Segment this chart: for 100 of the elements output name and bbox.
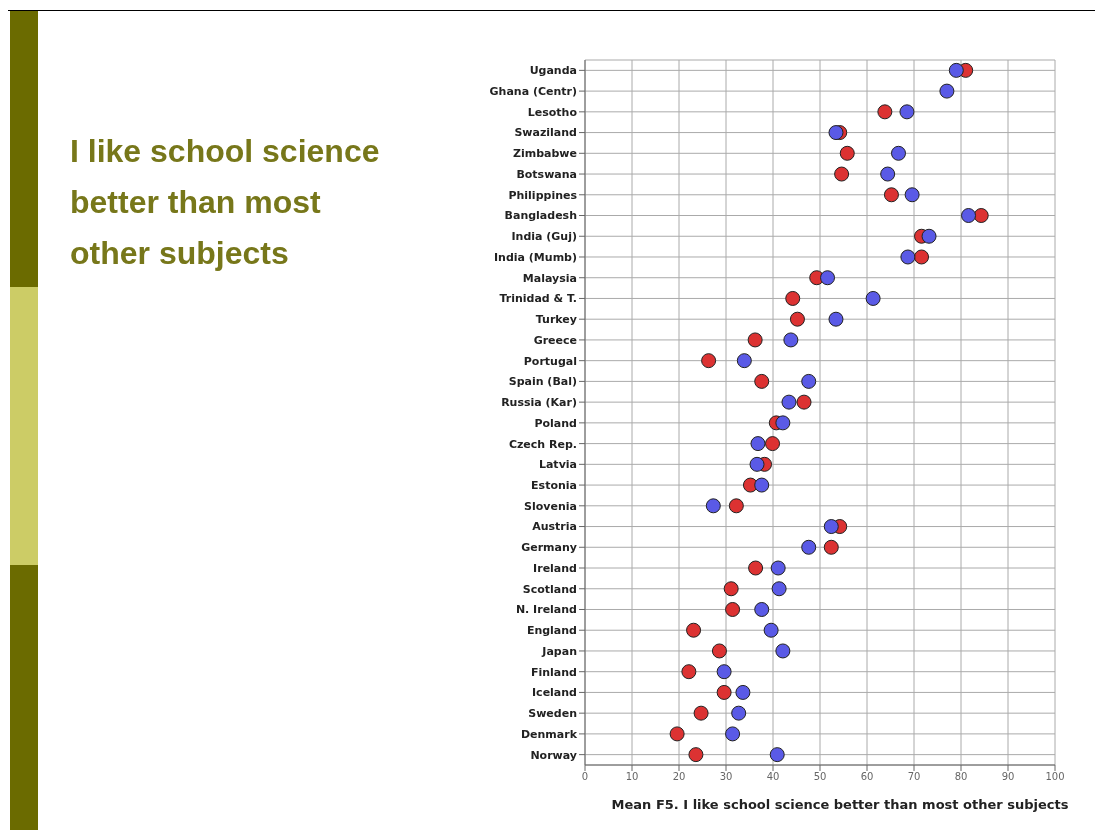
x-tick-label: 0 [581,771,589,783]
point [731,705,747,721]
point [701,353,717,369]
y-tick-label: Malaysia [522,271,577,285]
x-tick-label: 60 [860,771,874,783]
x-tick-label: 70 [907,771,921,783]
point [973,208,989,224]
point [877,104,893,120]
point [921,228,937,244]
point [775,643,791,659]
x-axis-title: Mean F5. I like school science better than most other subjects [610,797,1070,812]
point [883,187,899,203]
y-tick-label: Spain (Bal) [508,375,577,389]
point [693,705,709,721]
y-tick-label: Philippines [508,188,578,202]
x-tick-label: 90 [1001,771,1015,783]
point [880,166,896,182]
x-tick-label: 100 [1045,771,1065,783]
point [725,726,741,742]
point [828,311,844,327]
point [781,394,797,410]
y-tick-label: Norway [530,748,577,762]
point [750,436,766,452]
y-tick-label: Greece [533,333,577,347]
point [914,249,930,265]
y-tick-label: Botswana [516,167,577,181]
y-tick-label: Slovenia [524,499,577,513]
point [801,539,817,555]
point [839,145,855,161]
point [769,747,785,763]
point [801,373,817,389]
y-tick-label: Swaziland [514,126,577,140]
point [688,747,704,763]
y-tick-label: Uganda [529,64,577,78]
point [900,249,916,265]
point [728,498,744,514]
point [785,290,801,306]
y-tick-label: Sweden [528,707,577,721]
point [823,519,839,535]
point [775,415,791,431]
y-tick-label: Lesotho [527,105,578,119]
point [705,498,721,514]
point [820,270,836,286]
y-tick-label: Germany [521,541,577,555]
point [723,581,739,597]
point [763,622,779,638]
point [669,726,685,742]
point [765,436,781,452]
point [747,332,763,348]
y-tick-label: Ireland [533,561,577,575]
y-tick-label: Turkey [535,313,577,327]
point [749,456,765,472]
y-tick-label: Japan [541,644,577,658]
point [686,622,702,638]
y-tick-label: Portugal [523,354,577,368]
x-tick-label: 40 [766,771,780,783]
y-tick-label: Russia (Kar) [501,396,577,410]
point [771,581,787,597]
y-tick-label: Austria [532,520,577,534]
y-tick-label: Ghana (Centr) [489,85,577,99]
point [899,104,915,120]
y-tick-label: Latvia [538,458,577,472]
y-tick-label: Zimbabwe [512,147,577,161]
x-tick-label: 50 [813,771,827,783]
y-tick-label: England [526,624,577,638]
y-tick-label: Iceland [532,686,577,700]
y-tick-label: Denmark [520,727,578,741]
y-tick-label: N. Ireland [515,603,577,617]
point [939,83,955,99]
y-tick-label: Czech Rep. [508,437,577,451]
point [754,477,770,493]
point [904,187,920,203]
point [789,311,805,327]
point [865,290,881,306]
point [783,332,799,348]
point [823,539,839,555]
y-tick-label: Finland [530,665,577,679]
y-tick-label: Trinidad & T. [499,292,577,306]
point [725,601,741,617]
x-tick-label: 80 [954,771,968,783]
point [748,560,764,576]
y-tick-label: Estonia [531,478,577,492]
point [834,166,850,182]
point [754,601,770,617]
point [961,208,977,224]
y-tick-label: Scotland [522,582,577,596]
y-tick-label: India (Mumb) [494,250,577,264]
point [735,684,751,700]
x-tick-label: 30 [719,771,733,783]
point [828,125,844,141]
point [681,664,697,680]
point [716,684,732,700]
text: I like school science better than most other subjects [70,132,381,273]
y-tick-label: Bangladesh [504,209,577,223]
point [948,62,964,78]
x-tick-label: 20 [672,771,686,783]
point [711,643,727,659]
point [716,664,732,680]
point [770,560,786,576]
x-tick-label: 10 [625,771,639,783]
